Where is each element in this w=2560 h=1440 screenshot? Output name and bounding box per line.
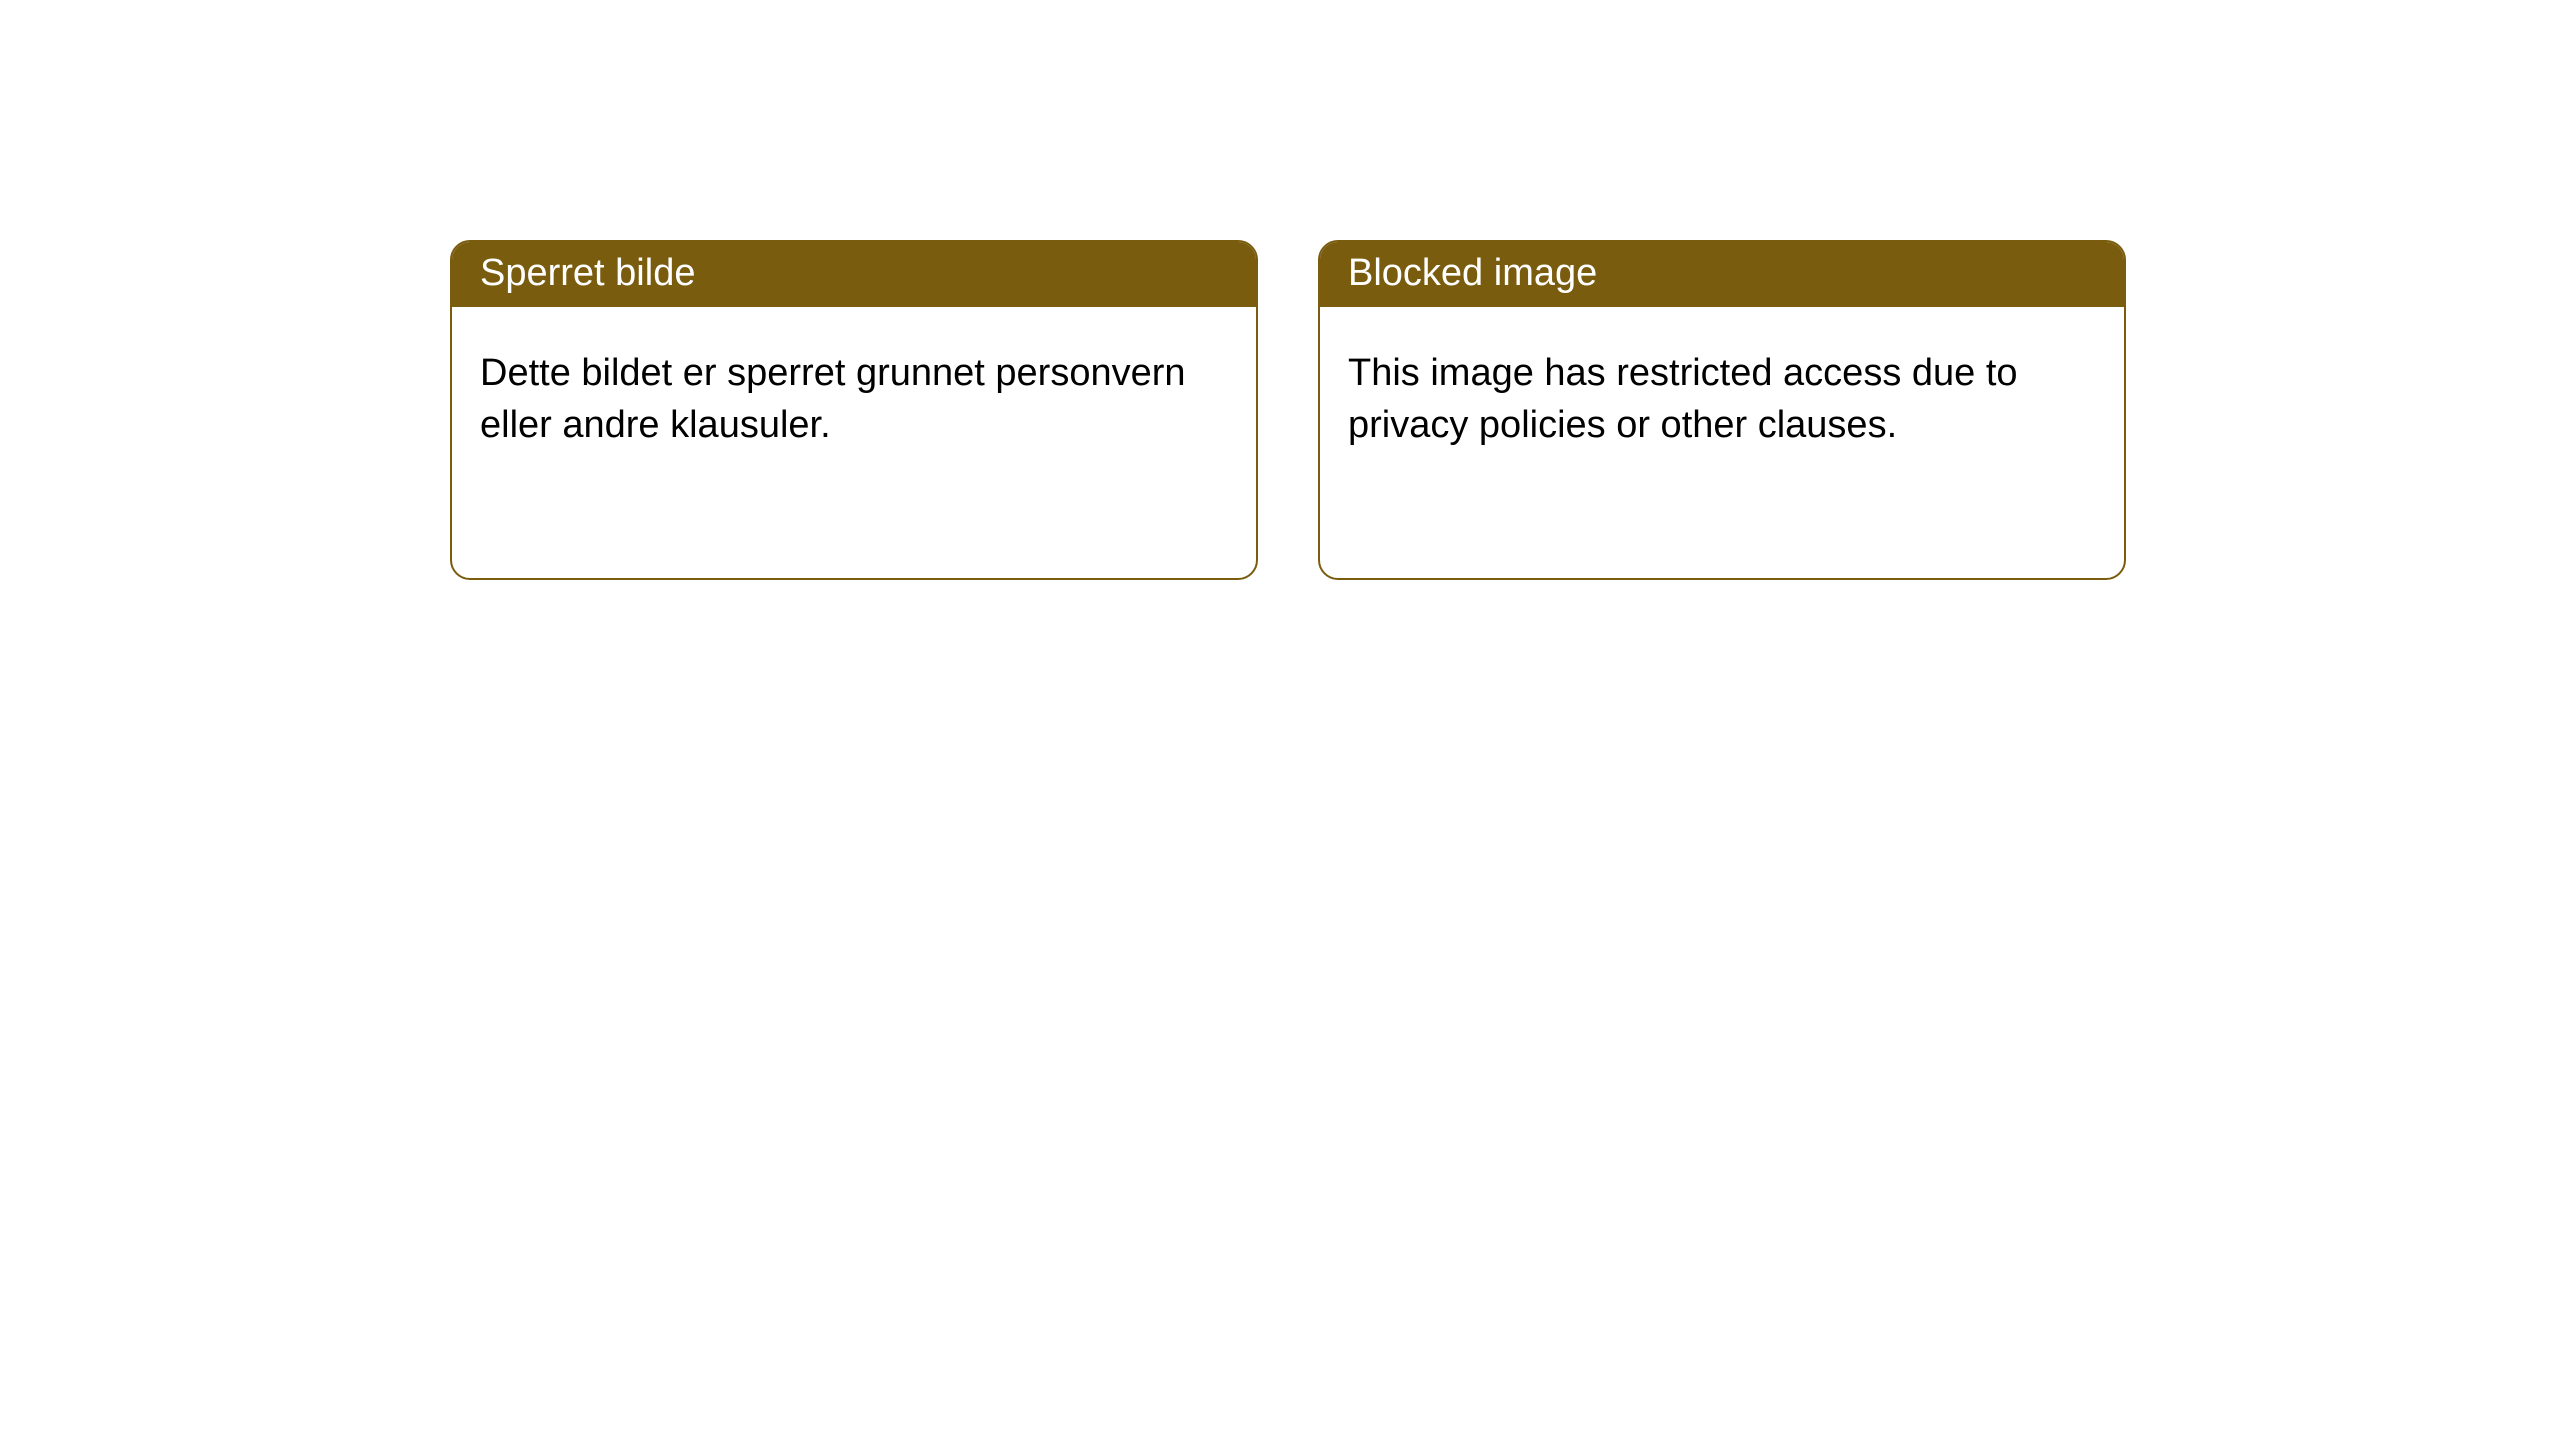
card-body-english: This image has restricted access due to … — [1320, 307, 2124, 480]
card-body-norwegian: Dette bildet er sperret grunnet personve… — [452, 307, 1256, 480]
blocked-image-notices: Sperret bilde Dette bildet er sperret gr… — [0, 0, 2560, 580]
blocked-image-card-english: Blocked image This image has restricted … — [1318, 240, 2126, 580]
card-title-english: Blocked image — [1320, 242, 2124, 307]
blocked-image-card-norwegian: Sperret bilde Dette bildet er sperret gr… — [450, 240, 1258, 580]
card-title-norwegian: Sperret bilde — [452, 242, 1256, 307]
